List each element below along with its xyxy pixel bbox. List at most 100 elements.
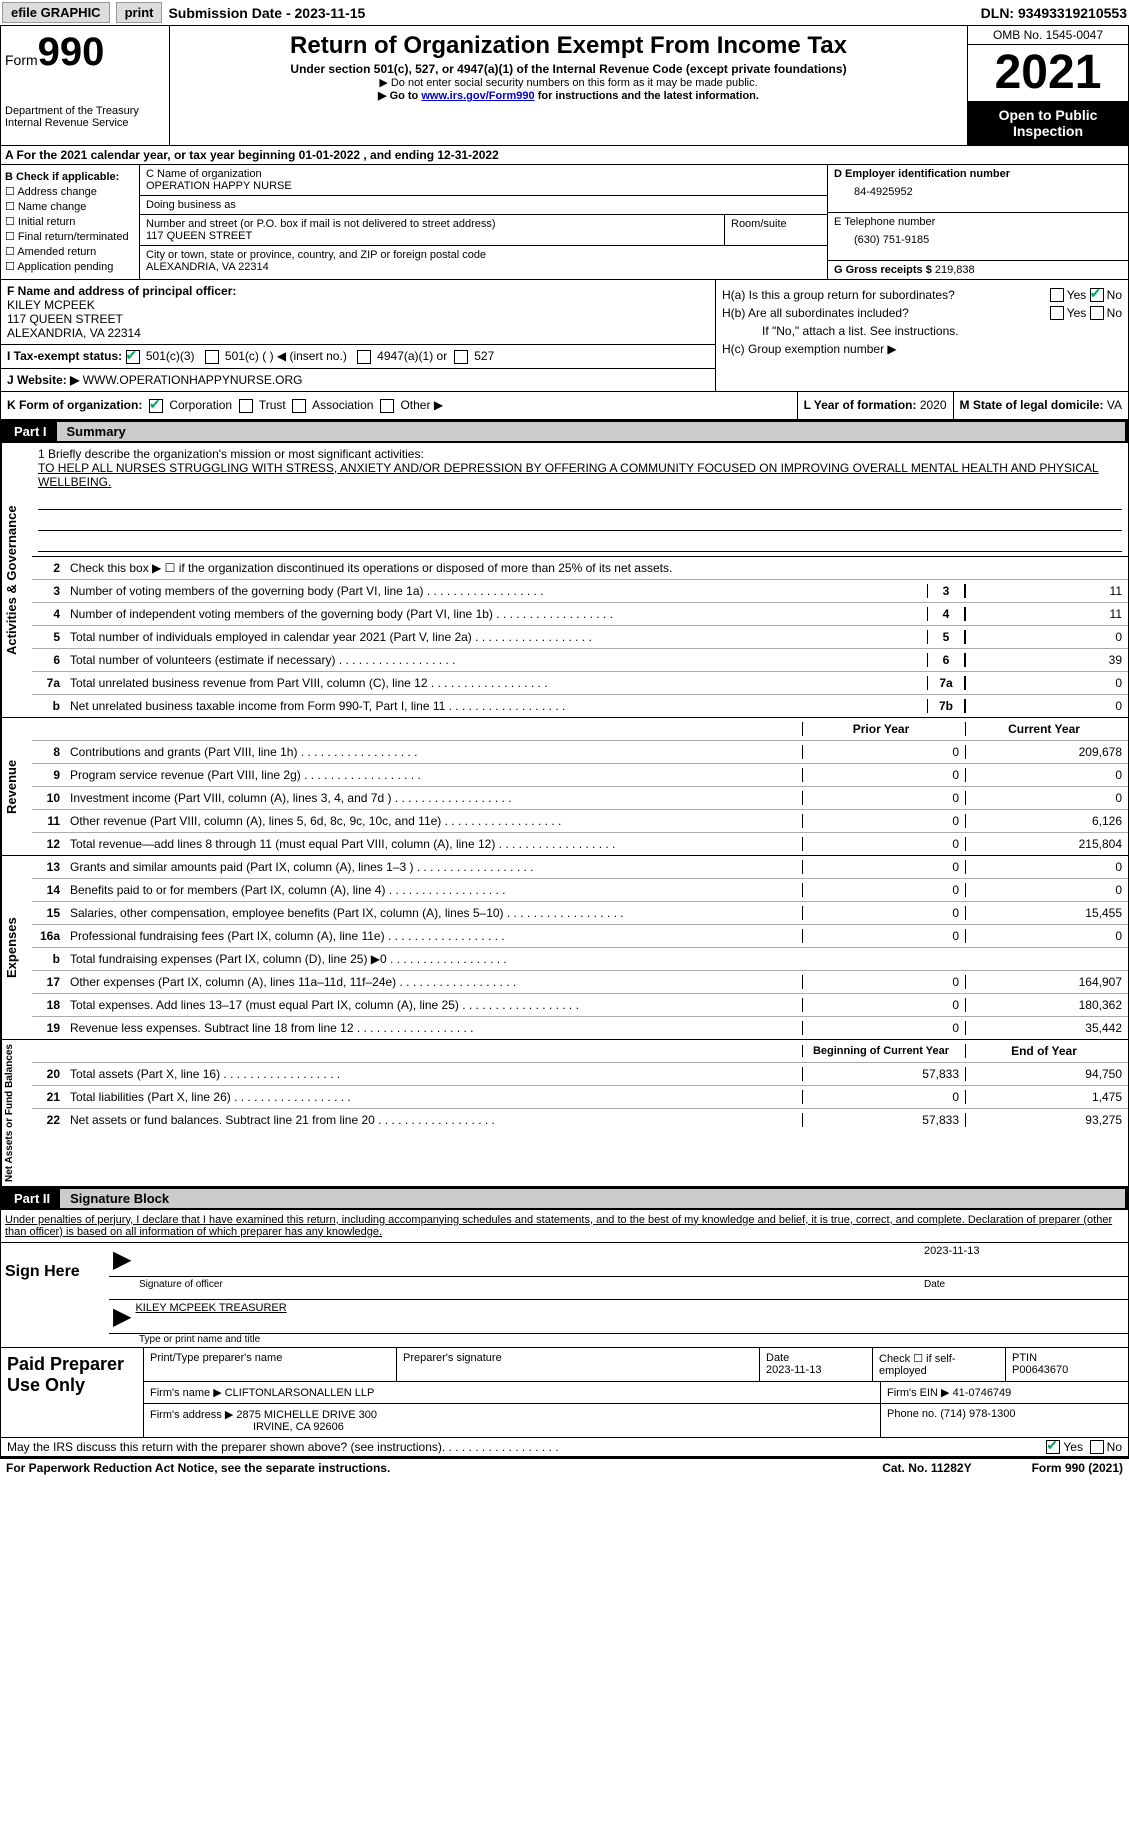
row-current: 164,907 (965, 975, 1128, 989)
opt-501c: 501(c) ( ) ◀ (insert no.) (225, 349, 347, 363)
dln-value: 93493319210553 (1018, 5, 1127, 21)
discuss-label: May the IRS discuss this return with the… (7, 1440, 442, 1454)
row-prior: 0 (802, 1090, 965, 1104)
table-row: 11 Other revenue (Part VIII, column (A),… (32, 810, 1128, 833)
header-left: Form990 Department of the Treasury Inter… (1, 26, 170, 145)
ha-no[interactable] (1090, 288, 1104, 302)
row-num: 10 (32, 791, 66, 805)
row-desc: Number of independent voting members of … (66, 605, 927, 623)
part1-title: Summary (57, 422, 1125, 441)
hb-row: H(b) Are all subordinates included? Yes … (722, 306, 1122, 320)
row-desc: Total liabilities (Part X, line 26) (66, 1088, 802, 1106)
governance-section: Activities & Governance 1 Briefly descri… (0, 443, 1129, 718)
preparer-label: Paid Preparer Use Only (1, 1348, 144, 1437)
top-bar: efile GRAPHIC print Submission Date - 20… (0, 0, 1129, 25)
sig-labels-line: Signature of officer Date (109, 1277, 1128, 1300)
row-desc: Program service revenue (Part VIII, line… (66, 766, 802, 784)
check-address[interactable]: ☐ Address change (5, 185, 135, 198)
firm-addr2: IRVINE, CA 92606 (253, 1421, 344, 1433)
firm-ein: 41-0746749 (953, 1387, 1012, 1399)
part2-header: Part II Signature Block (0, 1187, 1129, 1210)
col-b-checkboxes: B Check if applicable: ☐ Address change … (1, 165, 140, 279)
k-assoc-label: Association (312, 398, 373, 412)
net-section: Net Assets or Fund Balances Beginning of… (0, 1040, 1129, 1187)
check-501c3[interactable] (126, 350, 140, 364)
net-rows: Beginning of Current Year End of Year 20… (32, 1040, 1128, 1186)
row-current: 15,455 (965, 906, 1128, 920)
row-prior: 0 (802, 1021, 965, 1035)
check-initial[interactable]: ☐ Initial return (5, 215, 135, 228)
discuss-yes[interactable] (1046, 1440, 1060, 1454)
sig-name-line: ▶ KILEY MCPEEK TREASURER (109, 1300, 1128, 1334)
hb-no[interactable] (1090, 306, 1104, 320)
k-assoc[interactable] (292, 399, 306, 413)
gov-rows: 1 Briefly describe the organization's mi… (32, 443, 1128, 717)
firm-name-label: Firm's name ▶ (150, 1387, 225, 1399)
row-desc: Total number of individuals employed in … (66, 628, 927, 646)
k-trust[interactable] (239, 399, 253, 413)
row-val: 0 (965, 699, 1128, 713)
website-row: J Website: ▶ WWW.OPERATIONHAPPYNURSE.ORG (1, 369, 715, 391)
check-final-label: Final return/terminated (18, 231, 129, 243)
header-right: OMB No. 1545-0047 2021 Open to Public In… (967, 26, 1128, 145)
table-row: 12 Total revenue—add lines 8 through 11 … (32, 833, 1128, 855)
check-final[interactable]: ☐ Final return/terminated (5, 230, 135, 243)
table-row: 6 Total number of volunteers (estimate i… (32, 649, 1128, 672)
k-other[interactable] (380, 399, 394, 413)
discuss-no[interactable] (1090, 1440, 1104, 1454)
phone-label: E Telephone number (834, 216, 1122, 228)
check-name[interactable]: ☐ Name change (5, 200, 135, 213)
blank-line-1 (38, 493, 1122, 510)
sig-date-label: Date (924, 1279, 1124, 1297)
table-row: 19 Revenue less expenses. Subtract line … (32, 1017, 1128, 1039)
opt-4947: 4947(a)(1) or (377, 349, 447, 363)
note2-post: for instructions and the latest informat… (535, 90, 759, 102)
hb-yes-label: Yes (1067, 306, 1087, 320)
col-h: H(a) Is this a group return for subordin… (716, 280, 1128, 391)
row-prior: 0 (802, 929, 965, 943)
prior-year-header: Prior Year (802, 722, 965, 736)
row-num: 4 (32, 607, 66, 621)
row-box: 4 (927, 607, 965, 621)
side-expenses: Expenses (1, 856, 32, 1039)
hb-yes[interactable] (1050, 306, 1064, 320)
check-amended[interactable]: ☐ Amended return (5, 245, 135, 258)
firm-phone-label: Phone no. (887, 1408, 940, 1420)
print-button[interactable]: print (116, 2, 163, 23)
row-box: 7a (927, 676, 965, 690)
officer-row: F Name and address of principal officer:… (1, 280, 715, 345)
footer: For Paperwork Reduction Act Notice, see … (0, 1457, 1129, 1477)
prep-sig-label: Preparer's signature (397, 1348, 760, 1381)
prep-check: Check ☐ if self-employed (873, 1348, 1006, 1381)
firm-ein-cell: Firm's EIN ▶ 41-0746749 (881, 1382, 1128, 1403)
row-num: 14 (32, 883, 66, 897)
row-current: 35,442 (965, 1021, 1128, 1035)
ha-yes[interactable] (1050, 288, 1064, 302)
irs-link[interactable]: www.irs.gov/Form990 (421, 90, 534, 102)
form-title: Return of Organization Exempt From Incom… (174, 32, 963, 60)
col-m: M State of legal domicile: VA (953, 392, 1128, 419)
table-row: 3 Number of voting members of the govern… (32, 580, 1128, 603)
row-desc: Revenue less expenses. Subtract line 18 … (66, 1019, 802, 1037)
ein-cell: D Employer identification number 84-4925… (828, 165, 1128, 213)
row-desc: Number of voting members of the governin… (66, 582, 927, 600)
check-527[interactable] (454, 350, 468, 364)
current-year-header: Current Year (965, 722, 1128, 736)
check-pending[interactable]: ☐ Application pending (5, 260, 135, 273)
sign-here-label: Sign Here (1, 1243, 109, 1347)
row-current: 0 (965, 860, 1128, 874)
row-box: 5 (927, 630, 965, 644)
omb-number: OMB No. 1545-0047 (968, 26, 1128, 45)
row-desc: Grants and similar amounts paid (Part IX… (66, 858, 802, 876)
hb-no-label: No (1107, 306, 1122, 320)
row-num: 9 (32, 768, 66, 782)
k-corp[interactable] (149, 399, 163, 413)
ptin-label: PTIN (1012, 1352, 1037, 1364)
check-4947[interactable] (357, 350, 371, 364)
firm-addr-cell: Firm's address ▶ 2875 MICHELLE DRIVE 300… (144, 1404, 881, 1437)
row-desc: Other revenue (Part VIII, column (A), li… (66, 812, 802, 830)
discuss-no-label: No (1107, 1440, 1122, 1454)
row-current: 0 (965, 768, 1128, 782)
check-501c[interactable] (205, 350, 219, 364)
part2-label: Part II (4, 1189, 60, 1208)
